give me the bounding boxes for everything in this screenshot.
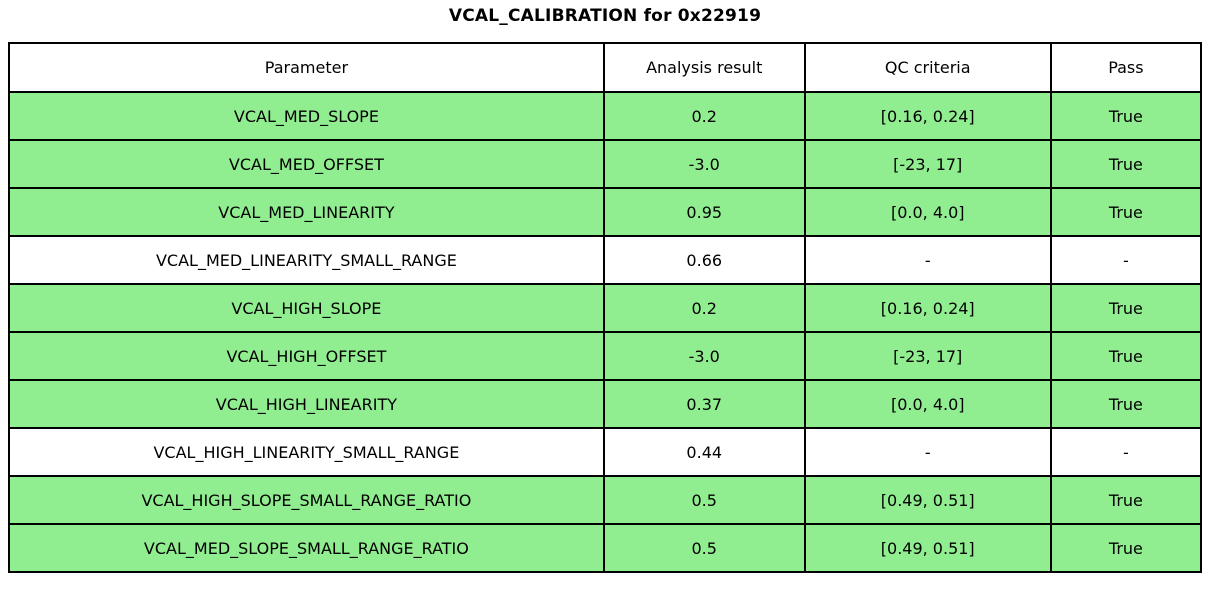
analysis-result-cell: 0.5: [602, 523, 806, 573]
table-row: VCAL_HIGH_SLOPE 0.2 [0.16, 0.24] True: [8, 283, 1203, 333]
parameter-cell: VCAL_HIGH_OFFSET: [8, 331, 605, 381]
pass-cell: -: [1049, 235, 1203, 285]
table-row: VCAL_MED_OFFSET -3.0 [-23, 17] True: [8, 139, 1203, 189]
column-header-parameter: Parameter: [8, 42, 605, 93]
pass-cell: True: [1049, 187, 1203, 237]
qc-criteria-cell: [0.49, 0.51]: [803, 475, 1052, 525]
analysis-result-cell: 0.5: [602, 475, 806, 525]
table-row: VCAL_HIGH_SLOPE_SMALL_RANGE_RATIO 0.5 [0.4…: [8, 475, 1203, 525]
analysis-result-cell: -3.0: [602, 331, 806, 381]
analysis-result-cell: 0.95: [602, 187, 806, 237]
qc-criteria-cell: [-23, 17]: [803, 331, 1052, 381]
table-row: VCAL_MED_SLOPE 0.2 [0.16, 0.24] True: [8, 91, 1203, 141]
analysis-result-cell: 0.44: [602, 427, 806, 477]
table-body: VCAL_MED_SLOPE 0.2 [0.16, 0.24] True VCAL_ME…: [8, 91, 1203, 573]
parameter-cell: VCAL_HIGH_SLOPE: [8, 283, 605, 333]
pass-cell: True: [1049, 523, 1203, 573]
qc-criteria-cell: -: [803, 427, 1052, 477]
pass-cell: True: [1049, 139, 1203, 189]
table-row: VCAL_HIGH_LINEARITY 0.37 [0.0, 4.0] True: [8, 379, 1203, 429]
parameter-cell: VCAL_MED_SLOPE: [8, 91, 605, 141]
qc-criteria-cell: [0.0, 4.0]: [803, 187, 1052, 237]
pass-cell: True: [1049, 91, 1203, 141]
qc-criteria-cell: -: [803, 235, 1052, 285]
qc-criteria-cell: [0.0, 4.0]: [803, 379, 1052, 429]
analysis-result-cell: -3.0: [602, 139, 806, 189]
analysis-result-cell: 0.2: [602, 91, 806, 141]
parameter-cell: VCAL_HIGH_LINEARITY: [8, 379, 605, 429]
parameter-cell: VCAL_MED_SLOPE_SMALL_RANGE_RATIO: [8, 523, 605, 573]
table-row: VCAL_MED_SLOPE_SMALL_RANGE_RATIO 0.5 [0.49…: [8, 523, 1203, 573]
qc-criteria-cell: [0.49, 0.51]: [803, 523, 1052, 573]
table-row: VCAL_MED_LINEARITY_SMALL_RANGE 0.66- -: [8, 235, 1203, 285]
pass-cell: True: [1049, 283, 1203, 333]
qc-criteria-cell: [0.16, 0.24]: [803, 283, 1052, 333]
parameter-cell: VCAL_MED_OFFSET: [8, 139, 605, 189]
analysis-result-cell: 0.66: [602, 235, 806, 285]
analysis-result-cell: 0.37: [602, 379, 806, 429]
page-title: VCAL_CALIBRATION for 0x22919: [448, 6, 762, 26]
parameter-cell: VCAL_HIGH_SLOPE_SMALL_RANGE_RATIO: [8, 475, 605, 525]
pass-cell: True: [1049, 475, 1203, 525]
parameter-cell: VCAL_MED_LINEARITY: [8, 187, 605, 237]
column-header-qc-criteria: QC criteria: [803, 42, 1052, 93]
table-header-row: Parameter Analysis result QC criteria Pa…: [8, 42, 1203, 93]
qc-criteria-cell: [0.16, 0.24]: [803, 91, 1052, 141]
parameter-cell: VCAL_HIGH_LINEARITY_SMALL_RANGE: [8, 427, 605, 477]
parameter-cell: VCAL_MED_LINEARITY_SMALL_RANGE: [8, 235, 605, 285]
column-header-analysis-result: Analysis result: [602, 42, 806, 93]
table-row: VCAL_HIGH_LINEARITY_SMALL_RANGE 0.44- -: [8, 427, 1203, 477]
table-row: VCAL_MED_LINEARITY 0.95 [0.0, 4.0] True: [8, 187, 1203, 237]
qc-criteria-cell: [-23, 17]: [803, 139, 1052, 189]
pass-cell: -: [1049, 427, 1203, 477]
pass-cell: True: [1049, 331, 1203, 381]
analysis-result-cell: 0.2: [602, 283, 806, 333]
column-header-pass: Pass: [1049, 42, 1203, 93]
pass-cell: True: [1049, 379, 1203, 429]
table-row: VCAL_HIGH_OFFSET -3.0 [-23, 17] True: [8, 331, 1203, 381]
qc-results-table: Parameter Analysis result QC criteria Pa…: [8, 42, 1203, 573]
